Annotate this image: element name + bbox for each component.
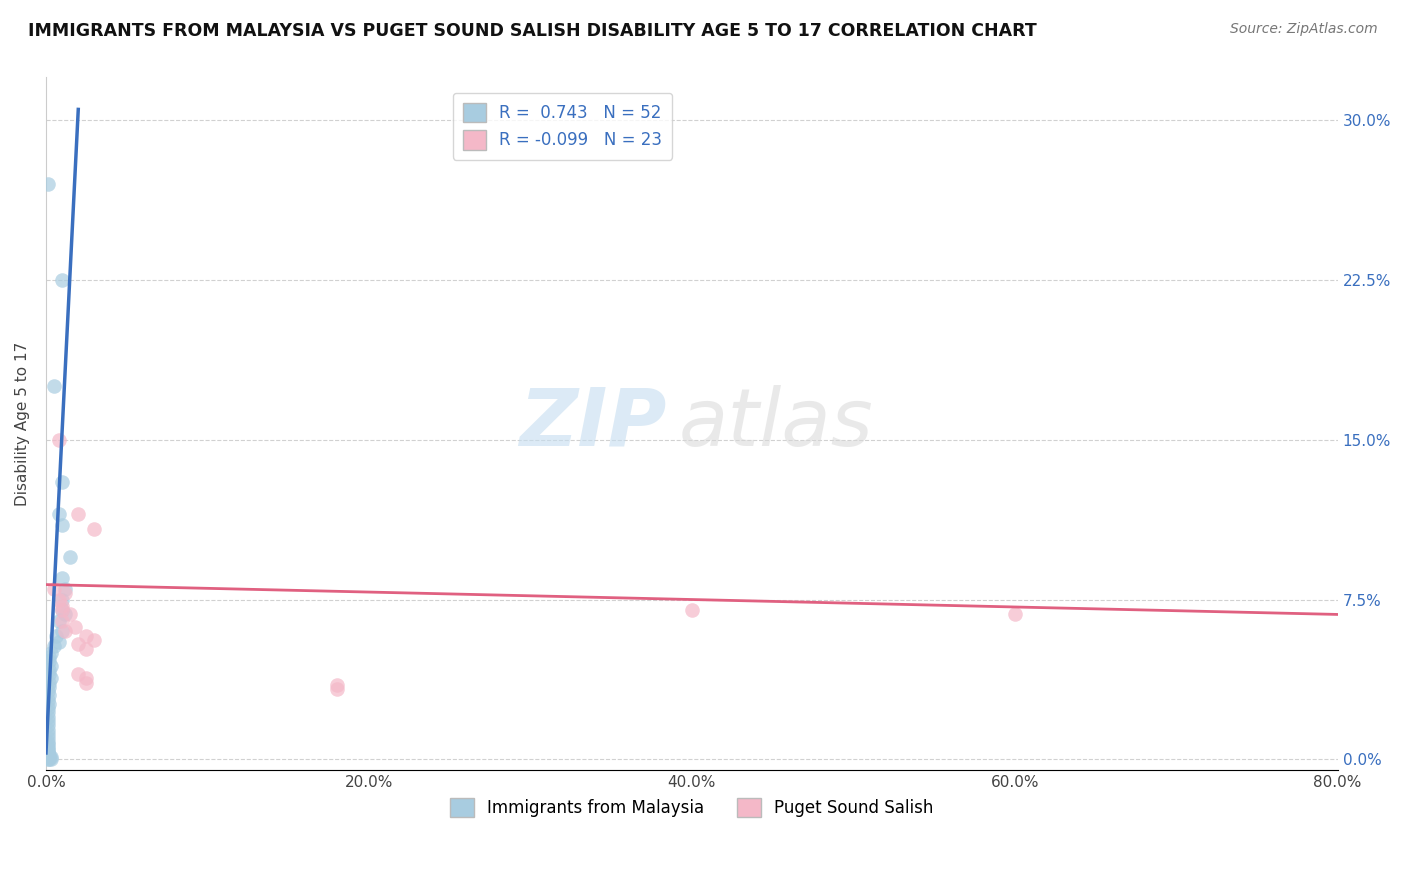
Point [51,603,73,617]
Point [37,714,59,728]
Point [42,640,65,654]
Point [83,632,105,647]
Text: Source: ZipAtlas.com: Source: ZipAtlas.com [1230,22,1378,37]
Text: atlas: atlas [679,384,873,463]
Text: ZIP: ZIP [519,384,666,463]
Point [681,603,703,617]
Point [37,748,59,763]
Point [39,646,62,660]
Point [48,614,70,628]
Point [39,658,62,673]
Point [38,750,60,764]
Point [59,607,82,622]
Point [37,739,59,754]
Point [63,620,86,634]
Point [75,672,97,686]
Point [37,177,59,191]
Point [53,582,76,596]
Legend: Immigrants from Malaysia, Puget Sound Salish: Immigrants from Malaysia, Puget Sound Sa… [443,791,941,824]
Point [37,746,59,760]
Point [53,607,76,622]
Point [37,723,59,737]
Point [37,718,59,732]
Point [39,750,62,764]
Y-axis label: Disability Age 5 to 17: Disability Age 5 to 17 [15,342,30,506]
Point [325,678,347,692]
Point [37,692,59,706]
Point [51,624,73,639]
Point [51,614,73,628]
Point [48,433,70,447]
Point [38,748,60,763]
Point [83,522,105,536]
Point [37,706,59,720]
Point [53,586,76,600]
Point [37,710,59,724]
Point [75,675,97,690]
Point [75,641,97,656]
Point [38,680,60,694]
Point [38,667,60,681]
Point [75,629,97,643]
Point [37,727,59,741]
Point [37,744,59,758]
Point [51,571,73,585]
Point [67,637,90,651]
Point [325,681,347,696]
Point [67,667,90,681]
Point [42,582,65,596]
Point [37,731,59,745]
Text: IMMIGRANTS FROM MALAYSIA VS PUGET SOUND SALISH DISABILITY AGE 5 TO 17 CORRELATIO: IMMIGRANTS FROM MALAYSIA VS PUGET SOUND … [28,22,1036,40]
Point [59,549,82,564]
Point [51,517,73,532]
Point [38,752,60,766]
Point [39,752,62,766]
Point [38,697,60,711]
Point [51,273,73,287]
Point [37,684,59,698]
Point [38,650,60,665]
Point [67,508,90,522]
Point [37,735,59,749]
Point [38,663,60,677]
Point [37,738,59,752]
Point [38,689,60,703]
Point [51,475,73,490]
Point [48,635,70,649]
Point [51,603,73,617]
Point [37,741,59,756]
Point [37,701,59,715]
Point [48,508,70,522]
Point [1004,607,1026,622]
Point [38,654,60,668]
Point [51,599,73,613]
Point [42,379,65,393]
Point [37,752,59,766]
Point [45,629,67,643]
Point [37,750,59,764]
Point [53,624,76,639]
Point [39,672,62,686]
Point [38,675,60,690]
Point [48,592,70,607]
Point [51,592,73,607]
